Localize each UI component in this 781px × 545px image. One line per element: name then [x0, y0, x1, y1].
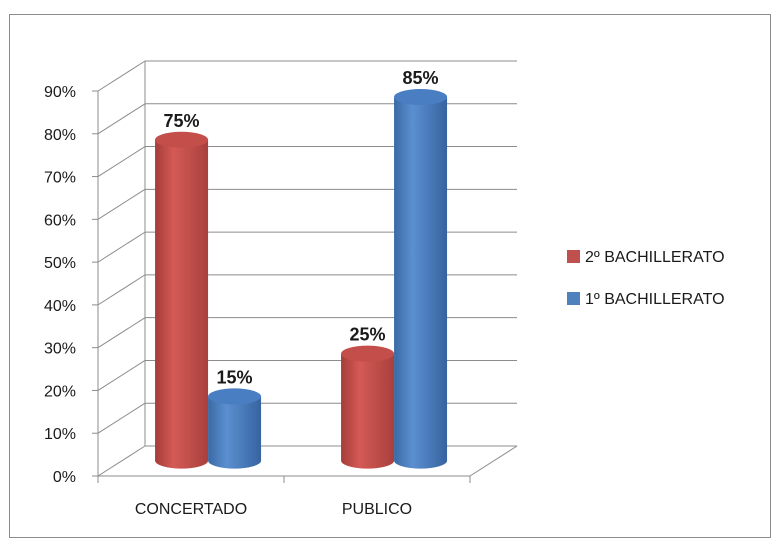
gridline-diagonal — [97, 188, 146, 220]
legend-label: 2º BACHILLERATO — [585, 249, 725, 266]
data-label: 75% — [164, 111, 200, 131]
gridline-diagonal — [97, 231, 146, 263]
bar-publico-series2 — [394, 96, 448, 469]
bar-concertado-series1 — [155, 139, 209, 469]
bar-top — [208, 388, 262, 405]
legend-label: 1º BACHILLERATO — [585, 291, 725, 308]
bar-top — [394, 88, 448, 105]
category-label: PUBLICO — [342, 501, 412, 518]
y-tick-label: 70% — [44, 170, 76, 187]
y-tick-label: 10% — [44, 426, 76, 443]
legend-swatch — [567, 250, 580, 263]
gridline-diagonal — [97, 274, 146, 306]
y-tick-label: 50% — [44, 255, 76, 272]
gridline-diagonal — [97, 402, 146, 434]
bar-top — [155, 131, 209, 148]
y-tick-label: 90% — [44, 84, 76, 101]
bar-top — [341, 345, 395, 362]
y-tick-label: 0% — [53, 469, 76, 486]
gridline-diagonal — [97, 146, 146, 177]
y-tick-label: 30% — [44, 341, 76, 358]
floor-right-edge — [469, 445, 518, 477]
bars — [155, 88, 448, 469]
data-label: 85% — [403, 68, 439, 88]
y-tick-label: 20% — [44, 383, 76, 400]
bar-concertado-series2 — [208, 396, 262, 469]
gridline-diagonal — [97, 103, 146, 135]
category-label: CONCERTADO — [135, 501, 247, 518]
legend: 2º BACHILLERATO 1º BACHILLERATO — [567, 249, 725, 308]
gridline-diagonal — [97, 360, 146, 391]
axes — [92, 61, 518, 483]
y-tick-label: 80% — [44, 127, 76, 144]
gridline-diagonal — [97, 445, 146, 477]
gridline-diagonal — [97, 317, 146, 349]
labels: 0% 10% 20% 30% 40% 50% 60% 70% 80% 90% 75% 15% CONCE… — [44, 68, 439, 518]
legend-swatch — [567, 292, 580, 305]
data-label: 25% — [350, 325, 386, 345]
gridline-diagonal — [97, 60, 146, 92]
data-label: 15% — [217, 367, 253, 387]
y-tick-label: 60% — [44, 212, 76, 229]
bar-publico-series1 — [341, 353, 395, 469]
y-tick-label: 40% — [44, 298, 76, 315]
